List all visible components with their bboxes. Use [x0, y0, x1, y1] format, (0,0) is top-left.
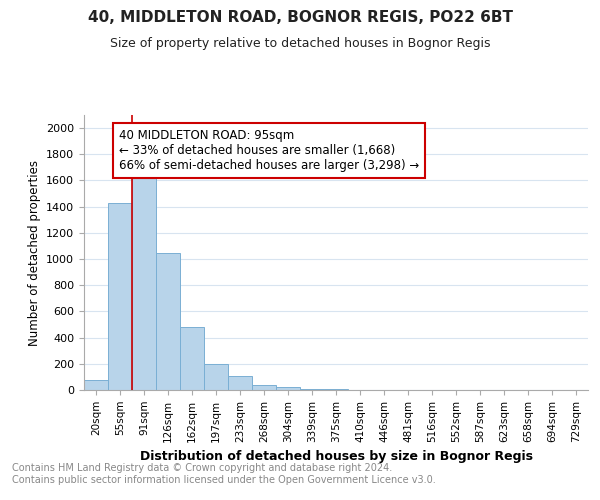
Bar	[228, 376, 252, 390]
Bar	[180, 327, 204, 390]
Bar	[84, 380, 108, 390]
Bar	[252, 386, 276, 390]
Text: 40 MIDDLETON ROAD: 95sqm
← 33% of detached houses are smaller (1,668)
66% of sem: 40 MIDDLETON ROAD: 95sqm ← 33% of detach…	[119, 128, 419, 172]
Bar	[300, 389, 324, 390]
Bar	[204, 364, 228, 390]
Text: Contains HM Land Registry data © Crown copyright and database right 2024.
Contai: Contains HM Land Registry data © Crown c…	[12, 464, 436, 485]
Bar	[156, 252, 180, 390]
Y-axis label: Number of detached properties: Number of detached properties	[28, 160, 41, 346]
X-axis label: Distribution of detached houses by size in Bognor Regis: Distribution of detached houses by size …	[139, 450, 533, 463]
Bar	[108, 204, 132, 390]
Text: Size of property relative to detached houses in Bognor Regis: Size of property relative to detached ho…	[110, 38, 490, 51]
Text: 40, MIDDLETON ROAD, BOGNOR REGIS, PO22 6BT: 40, MIDDLETON ROAD, BOGNOR REGIS, PO22 6…	[88, 10, 512, 25]
Bar	[132, 178, 156, 390]
Bar	[276, 388, 300, 390]
